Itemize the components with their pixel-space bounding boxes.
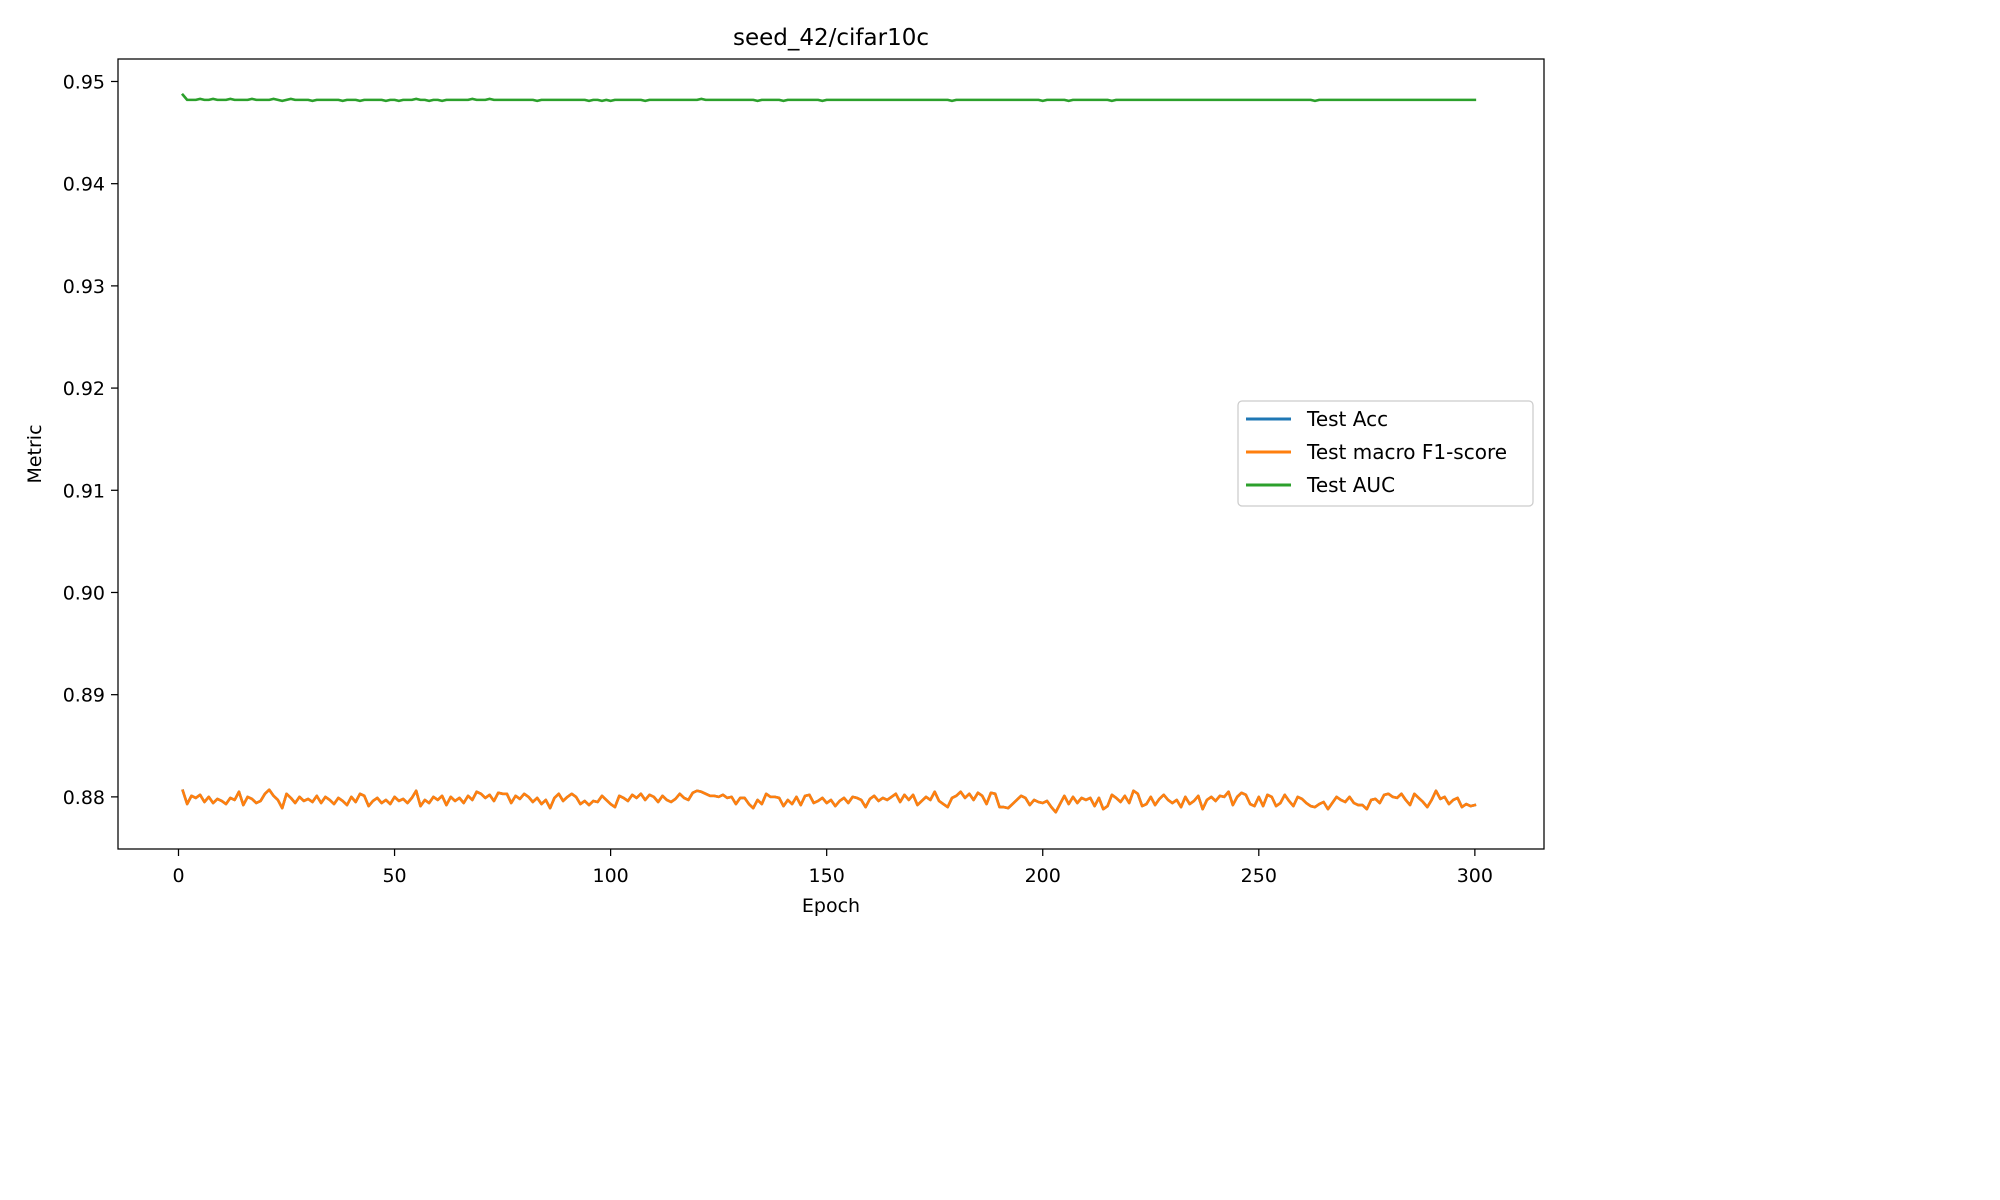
- x-axis: 0 50 100 150 200 250 300: [172, 849, 1493, 887]
- y-tick-label: 0.95: [63, 71, 105, 93]
- y-tick-label: 0.90: [63, 582, 105, 604]
- y-axis: 0.88 0.89 0.90 0.91 0.92 0.93 0.94 0.95: [63, 71, 118, 809]
- y-tick-label: 0.93: [63, 276, 105, 298]
- x-tick-label: 200: [1025, 865, 1061, 887]
- legend-box: [1237, 400, 1534, 507]
- x-tick-label: 300: [1457, 865, 1493, 887]
- y-tick-label: 0.91: [63, 480, 105, 502]
- series-line-test-macro-f1-score: [181, 788, 1477, 814]
- x-tick-label: 100: [592, 865, 628, 887]
- chart-title: seed_42/cifar10c: [733, 25, 929, 51]
- x-tick-label: 250: [1241, 865, 1277, 887]
- x-axis-title: Epoch: [802, 895, 860, 917]
- x-tick-label: 0: [172, 865, 184, 887]
- plot-frame: [117, 58, 1545, 850]
- y-tick-label: 0.88: [63, 787, 105, 809]
- x-tick-label: 50: [382, 865, 406, 887]
- x-tick-label: 150: [809, 865, 845, 887]
- legend-label-test-macro-f1: Test macro F1-score: [1306, 440, 1507, 464]
- legend-label-test-acc: Test Acc: [1306, 407, 1388, 431]
- y-tick-label: 0.89: [63, 685, 105, 707]
- series-line-test-auc: [180, 92, 1477, 103]
- line-chart: seed_42/cifar10c 0 50 100 150 200 250 300 0.88…: [24, 25, 1545, 917]
- y-tick-label: 0.92: [63, 378, 105, 400]
- y-axis-title: Metric: [24, 424, 46, 483]
- legend-label-test-auc: Test AUC: [1306, 473, 1395, 497]
- series-layer: [180, 92, 1477, 814]
- y-tick-label: 0.94: [63, 174, 105, 196]
- legend: Test Acc Test macro F1-score Test AUC: [1237, 400, 1534, 507]
